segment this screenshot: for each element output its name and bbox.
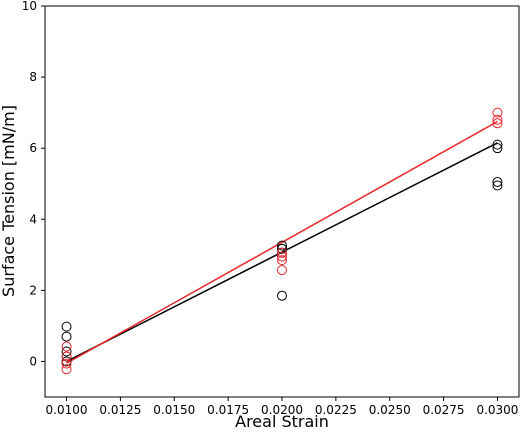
point (492, 139, 503, 150)
x-tick-label: 0.0200 (261, 403, 303, 417)
point (277, 251, 287, 262)
point (492, 143, 503, 154)
fit-line (66, 120, 498, 364)
point (277, 255, 287, 266)
point (277, 243, 287, 254)
y-tick-label: 8 (29, 70, 37, 84)
x-tick-label: 0.0300 (476, 403, 518, 417)
x-tick-label: 0.0225 (315, 403, 357, 417)
y-tick-label: 10 (22, 0, 37, 13)
point (277, 240, 287, 251)
y-tick-label: 6 (29, 141, 37, 155)
x-tick-label: 0.0275 (423, 403, 465, 417)
point (492, 118, 503, 129)
x-tick-label: 0.0125 (99, 403, 141, 417)
point (61, 358, 72, 369)
y-tick-label: 2 (29, 283, 37, 297)
point (492, 180, 503, 191)
point (61, 364, 72, 375)
x-tick-label: 0.0100 (46, 403, 88, 417)
point (492, 114, 503, 125)
point (61, 341, 72, 352)
plot-frame (44, 5, 520, 398)
x-axis-label: Areal Strain (235, 412, 329, 431)
point (61, 321, 72, 332)
point (277, 290, 287, 301)
point (277, 247, 287, 258)
y-tick-label: 4 (29, 212, 37, 226)
point (277, 265, 287, 276)
point (61, 331, 72, 342)
x-tick-label: 0.0150 (153, 403, 195, 417)
point (492, 176, 503, 187)
point (492, 107, 503, 118)
point (61, 346, 72, 357)
point (61, 351, 72, 362)
x-tick-label: 0.0175 (207, 403, 249, 417)
y-axis-label: Surface Tension [mN/m] (0, 105, 18, 297)
x-tick-label: 0.0250 (369, 403, 411, 417)
y-tick-label: 0 (29, 354, 37, 368)
